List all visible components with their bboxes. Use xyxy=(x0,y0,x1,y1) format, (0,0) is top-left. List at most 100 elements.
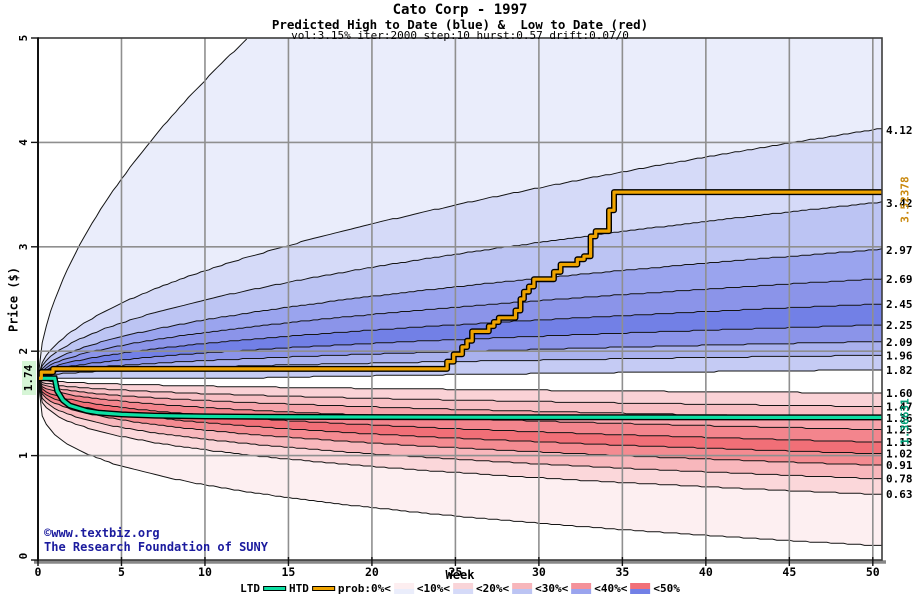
boundary-value-label: 1.96 xyxy=(886,349,913,362)
fan-boundary-line xyxy=(37,128,882,379)
legend-swatch-half xyxy=(393,588,414,594)
x-axis-tick-label: 20 xyxy=(365,565,379,579)
legend-band-swatch xyxy=(630,583,651,594)
legend-swatch-half xyxy=(630,588,651,594)
fan-boundary-line xyxy=(37,38,248,379)
legend-band-swatch xyxy=(393,583,414,594)
legend-htd-swatch xyxy=(311,586,335,591)
legend-swatch-half xyxy=(571,588,592,594)
copyright-link[interactable]: ©www.textbiz.org xyxy=(44,526,160,540)
boundary-value-label: 0.91 xyxy=(886,459,913,472)
x-axis-tick-label: 15 xyxy=(282,565,296,579)
boundary-value-label: 0.63 xyxy=(886,488,913,501)
legend-band-swatch xyxy=(512,583,533,594)
fan-boundary-line xyxy=(37,248,882,379)
legend: LTD HTD prob:0%< <10%< <20%< <30%< <40%<… xyxy=(240,582,680,595)
legend-ltd-label: LTD xyxy=(240,582,261,595)
legend-swatch-half xyxy=(571,583,592,589)
x-axis-tick-label: 45 xyxy=(782,565,796,579)
boundary-value-label: 2.09 xyxy=(886,336,913,349)
fan-band xyxy=(38,248,882,379)
fan-band xyxy=(38,38,882,379)
legend-swatch-half xyxy=(393,583,414,589)
ltd-line xyxy=(38,376,883,419)
htd-line xyxy=(37,190,882,380)
legend-swatch-half xyxy=(512,583,533,589)
legend-band-swatch xyxy=(571,583,592,594)
legend-prob-label: <40%< xyxy=(594,582,628,595)
y-axis-tick-label: 3 xyxy=(17,243,30,250)
legend-swatch-half xyxy=(512,588,533,594)
y-axis-label: Price ($) xyxy=(6,266,21,333)
x-axis-tick-label: 50 xyxy=(866,565,880,579)
legend-prob-label: <10%< xyxy=(416,582,450,595)
fan-boundary-line xyxy=(37,378,882,546)
y-axis-tick-label: 5 xyxy=(17,35,30,42)
x-axis-tick-label: 40 xyxy=(699,565,713,579)
boundary-value-label: 2.69 xyxy=(886,273,913,286)
legend-prob-label: <30%< xyxy=(535,582,569,595)
x-axis-tick-label: 10 xyxy=(198,565,212,579)
x-axis-tick-label: 0 xyxy=(35,565,42,579)
fan-band xyxy=(38,378,882,442)
fan-boundary-line xyxy=(37,201,882,379)
fan-band xyxy=(38,378,882,479)
boundary-value-label: 2.25 xyxy=(886,319,913,332)
chart-title: Cato Corp - 1997 xyxy=(392,2,528,18)
boundary-value-label: 1.60 xyxy=(886,387,913,400)
ltd-final-value-label: 1.36631 xyxy=(898,398,912,445)
fan-boundary-line xyxy=(37,303,882,379)
boundary-value-label: 1.13 xyxy=(886,436,913,449)
affiliation-text: The Research Foundation of SUNY xyxy=(44,540,268,554)
htd-final-value-label: 3.52378 xyxy=(898,176,912,223)
fan-band xyxy=(38,378,882,418)
y-axis-tick-label: 0 xyxy=(17,553,30,560)
fan-boundary-line xyxy=(37,378,882,480)
fan-boundary-line xyxy=(38,369,882,379)
boundary-value-label: 4.12 xyxy=(886,124,913,137)
fan-band xyxy=(38,378,882,407)
fan-band xyxy=(38,304,882,379)
fan-boundary-line xyxy=(37,378,882,466)
legend-prob-label: prob:0%< xyxy=(337,582,391,595)
y-axis-tick-label: 1 xyxy=(17,452,30,459)
legend-htd-label: HTD xyxy=(289,582,309,595)
legend-prob-label: <50% xyxy=(653,582,680,595)
fan-boundary-line xyxy=(37,378,882,454)
fan-band xyxy=(38,278,882,379)
y-axis-tick-label: 2 xyxy=(17,348,30,355)
legend-swatch-half xyxy=(630,583,651,589)
boundary-value-label: 2.97 xyxy=(886,244,913,257)
x-axis-tick-label: 35 xyxy=(615,565,629,579)
x-axis-tick-label: 5 xyxy=(118,565,125,579)
boundary-value-label: 3.42 xyxy=(886,197,913,210)
boundary-value-label: 0.78 xyxy=(886,473,913,486)
fan-boundary-line xyxy=(37,324,882,379)
fan-boundary-line xyxy=(37,377,882,407)
boundary-value-label: 1.25 xyxy=(886,424,913,437)
fan-boundary-line xyxy=(37,277,883,379)
boundary-value-label: 1.82 xyxy=(886,364,913,377)
chart-subtitle: Predicted High to Date (blue) & Low to D… xyxy=(271,17,649,32)
chart-parameters: vol:3.15% iter:2000 step:10 hurst:0.57 d… xyxy=(291,29,629,42)
fan-boundary-line xyxy=(37,377,882,394)
legend-swatch-half xyxy=(452,588,473,594)
y-axis-tick-label: 4 xyxy=(17,139,30,146)
x-axis-label: Week xyxy=(445,568,475,582)
start-price-label: 1.74 xyxy=(22,361,36,395)
fan-boundary-line xyxy=(37,378,882,443)
x-axis-tick-label: 30 xyxy=(532,565,546,579)
boundary-value-label: 2.45 xyxy=(886,298,913,311)
fan-band xyxy=(38,355,882,379)
legend-swatch-half xyxy=(452,583,473,589)
fan-band xyxy=(38,378,882,495)
x-axis-tick-label: 25 xyxy=(448,565,462,579)
boundary-value-label: 1.47 xyxy=(886,401,913,414)
fan-boundary-line xyxy=(37,378,882,495)
legend-band-swatch xyxy=(452,583,473,594)
fan-band xyxy=(38,378,882,546)
legend-prob-label: <20%< xyxy=(475,582,510,595)
legend-ltd-swatch xyxy=(263,586,287,591)
boundary-value-label: 1.36 xyxy=(886,412,913,425)
